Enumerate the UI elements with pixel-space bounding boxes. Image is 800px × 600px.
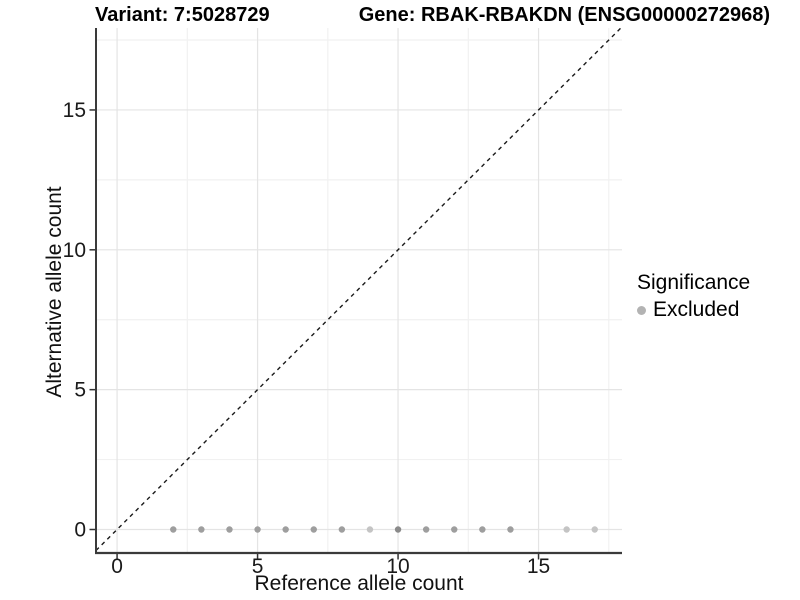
plot-title-variant: Variant: 7:5028729	[95, 4, 270, 26]
data-point	[170, 526, 177, 533]
data-point	[338, 526, 346, 533]
x-axis-title: Reference allele count	[254, 572, 464, 595]
legend-items: Excluded	[637, 298, 750, 322]
x-tick-label: 0	[111, 555, 123, 578]
data-point	[310, 526, 317, 533]
data-point	[282, 526, 289, 533]
data-point	[451, 526, 458, 533]
identity-line	[95, 27, 622, 551]
y-tick-label: 5	[74, 379, 86, 402]
y-tick-label: 15	[63, 99, 86, 122]
data-point	[563, 526, 570, 533]
data-point	[198, 526, 205, 533]
legend-title: Significance	[637, 271, 751, 294]
data-point	[422, 526, 430, 533]
legend-item-label: Excluded	[653, 298, 740, 321]
data-point	[479, 526, 486, 533]
data-point	[254, 526, 261, 533]
data-point	[366, 526, 374, 533]
legend: Significance Excluded	[637, 271, 750, 322]
data-point	[226, 526, 233, 533]
data-point	[507, 526, 514, 533]
plot-title-gene: Gene: RBAK-RBAKDN (ENSG00000272968)	[358, 4, 770, 26]
y-tick-label: 0	[74, 519, 86, 542]
x-tick-label: 15	[527, 555, 550, 578]
y-tick-label: 10	[63, 239, 86, 262]
x-tick-label: 10	[386, 555, 409, 578]
data-point	[591, 526, 598, 533]
data-point	[394, 526, 402, 533]
legend-item-excluded: Excluded	[637, 298, 750, 322]
x-tick-label: 5	[252, 555, 264, 578]
legend-dot-icon	[637, 305, 646, 315]
